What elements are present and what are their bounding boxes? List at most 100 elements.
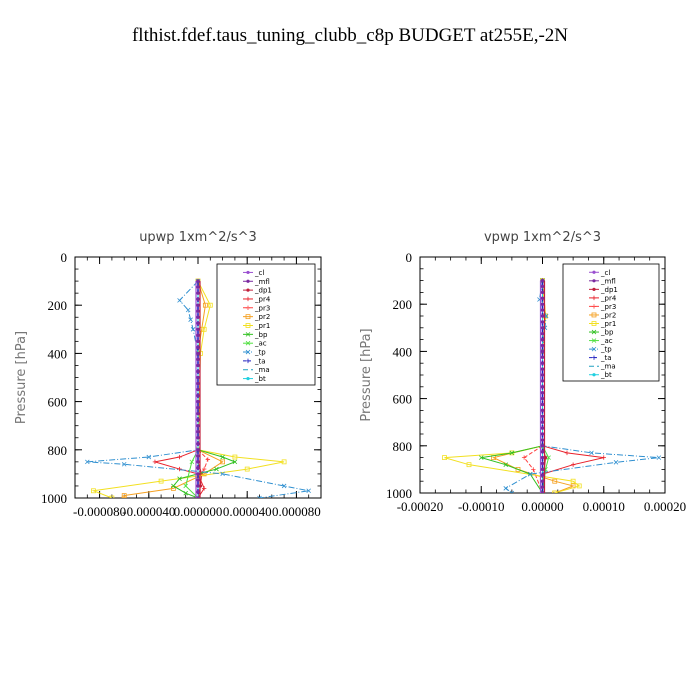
legend-label: _ac	[254, 340, 267, 348]
data-point	[521, 455, 527, 460]
zero-marker	[196, 339, 200, 344]
legend-label: _dp1	[254, 287, 272, 295]
legend-marker	[245, 349, 251, 355]
zero-marker	[540, 444, 545, 448]
legend-label: _mfl	[600, 277, 616, 285]
data-point	[244, 466, 250, 472]
legend-label: _pr2	[600, 311, 616, 319]
series-pr1	[442, 278, 582, 493]
data-point	[570, 478, 576, 484]
zero-marker	[540, 379, 545, 383]
data-point	[201, 466, 207, 472]
legend-label: _ma	[254, 366, 270, 374]
legend-entry-bt: _bt	[589, 371, 612, 379]
x-tick-label: -0.000040	[122, 504, 175, 519]
zero-marker	[196, 466, 200, 470]
x-tick-label: 0.000000	[174, 504, 223, 519]
zero-marker	[540, 337, 545, 342]
data-point	[177, 298, 182, 303]
data-point	[564, 450, 570, 456]
legend-entry-tp: _tp	[243, 349, 266, 357]
data-point	[576, 483, 582, 489]
legend-marker	[592, 287, 596, 291]
zero-marker	[196, 333, 200, 338]
series-line-ac	[185, 449, 199, 498]
zero-marker	[196, 375, 200, 380]
legend-marker	[245, 358, 251, 364]
zero-marker	[540, 467, 545, 472]
zero-marker	[540, 402, 545, 407]
legend-marker	[592, 270, 596, 274]
zero-marker	[540, 479, 545, 483]
zero-marker	[196, 297, 200, 301]
data-point	[281, 483, 287, 489]
data-point	[546, 455, 551, 460]
zero-marker	[540, 302, 545, 306]
data-point	[466, 462, 472, 468]
data-point	[589, 450, 594, 456]
legend-label: _ma	[600, 363, 616, 371]
chart-panels: upwp 1xm^2/s^3 Pressure [hPa] 0 200 400 600 80…	[14, 230, 686, 519]
chart-panel-2: vpwp 1xm^2/s^3 Pressure [hPa] 0 200 400 600 80…	[359, 230, 686, 514]
zero-marker	[540, 314, 545, 318]
legend: _cl_mfl_dp1_pr4_pr3_pr2_pr1_bp_ac_tp_ta_…	[562, 263, 660, 382]
zero-marker	[540, 367, 545, 371]
data-point	[183, 483, 188, 489]
zero-marker	[540, 278, 545, 283]
legend-label: _ta	[600, 354, 612, 362]
zero-marker	[196, 460, 200, 464]
zero-marker	[540, 355, 545, 359]
legend-entry-ma: _ma	[243, 366, 270, 374]
data-point	[205, 457, 211, 462]
data-point	[177, 454, 182, 460]
zero-marker	[196, 321, 200, 325]
legend-label: _pr2	[254, 313, 270, 321]
zero-marker	[540, 361, 545, 365]
data-point	[185, 307, 191, 313]
legend-label: _bp	[254, 331, 268, 339]
legend-entry-bp: _bp	[243, 331, 268, 339]
legend-marker	[246, 376, 250, 381]
series-line-pr3	[523, 445, 543, 493]
legend-entry-dp1: _dp1	[243, 287, 272, 295]
zero-marker	[196, 399, 200, 404]
legend-marker	[245, 340, 251, 346]
legend-label: _pr3	[254, 304, 270, 312]
data-point	[189, 459, 195, 465]
legend-entry-bp: _bp	[589, 329, 614, 337]
zero-marker	[196, 442, 200, 446]
legend-marker	[245, 296, 251, 302]
data-point	[152, 459, 158, 465]
zero-marker	[540, 491, 545, 493]
data-point	[281, 459, 287, 465]
data-point	[201, 326, 207, 332]
series-line-pr1	[444, 280, 581, 493]
data-point	[257, 495, 262, 498]
data-point	[515, 466, 521, 472]
legend-entry-mfl: _mfl	[589, 277, 616, 285]
zero-marker	[196, 424, 200, 428]
zero-marker	[196, 411, 200, 416]
legend-label: _pr3	[600, 303, 616, 311]
data-point	[158, 478, 164, 484]
y-tick-label: 600	[393, 392, 413, 407]
x-tick-label: 0.00010	[583, 499, 625, 514]
zero-marker	[540, 284, 545, 289]
legend: _cl_mfl_dp1_pr4_pr3_pr2_pr1_bp_ac_tp_ta_…	[216, 263, 316, 386]
legend-entry-cl: _cl	[243, 269, 264, 277]
zero-marker	[540, 326, 545, 330]
zero-marker	[540, 391, 545, 395]
data-point	[121, 493, 127, 498]
zero-marker	[540, 485, 545, 489]
zero-marker	[196, 405, 200, 410]
zero-marker	[540, 373, 545, 377]
zero-marker	[540, 332, 545, 336]
legend-entry-ac: _ac	[243, 340, 267, 348]
zero-marker	[196, 478, 200, 482]
zero-marker	[196, 387, 200, 392]
data-point	[220, 454, 225, 460]
data-point	[527, 471, 533, 477]
x-tick-label: -0.00020	[397, 499, 444, 514]
legend-marker	[591, 329, 597, 335]
